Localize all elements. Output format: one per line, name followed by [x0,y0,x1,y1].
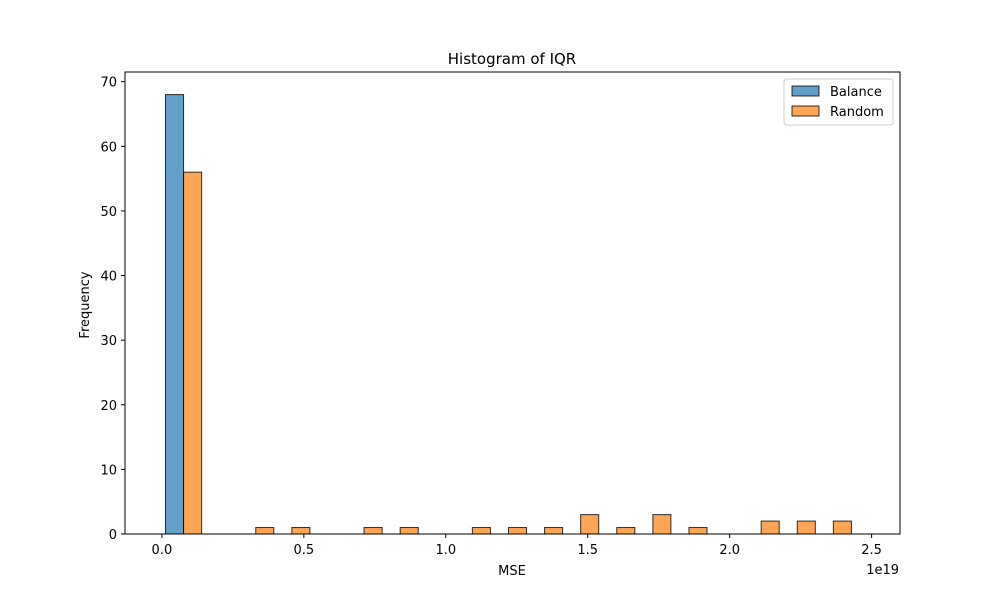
y-axis-ticks: 0 10 20 30 40 50 60 70 [100,76,125,543]
bar-random-bin-11 [580,514,600,535]
legend-swatch-random [791,105,820,117]
y-tick-label: 0 [109,528,117,543]
bar-balance-bin-0 [165,94,185,535]
y-tick-label: 10 [100,463,117,478]
bar-random-bin-8 [471,527,491,535]
y-axis-label: Frequency [78,271,93,338]
bar-random-bin-13 [652,514,672,535]
x-axis-label: MSE [498,564,526,579]
plot-frame [124,71,901,535]
bar-random-bin-5 [363,527,383,535]
bar-random-bin-9 [507,527,528,535]
bar-random-bin-14 [688,527,708,535]
y-tick-label: 40 [100,270,117,285]
bar-random-bin-3 [291,527,311,535]
bars-layer [165,94,852,535]
x-tick-label: 0.0 [152,543,173,558]
bar-random-bin-17 [796,520,816,535]
y-tick-label: 50 [100,205,117,220]
x-tick-label: 1.0 [435,543,456,558]
bar-random-bin-6 [399,527,419,535]
chart-title: Histogram of IQR [448,50,576,68]
legend-swatch-balance [791,85,820,97]
x-tick-label: 2.0 [719,543,740,558]
bar-random-bin-16 [760,520,780,535]
legend-label-random: Random [830,105,884,120]
bar-random-bin-18 [832,520,852,535]
x-axis-offset-label: 1e19 [866,563,899,578]
bar-random-bin-12 [616,527,636,535]
y-tick-label: 20 [100,399,117,414]
y-tick-label: 60 [100,140,117,155]
x-tick-label: 1.5 [577,543,598,558]
bar-random-bin-2 [255,527,275,535]
bar-random-bin-0 [183,171,203,535]
x-tick-label: 2.5 [861,543,882,558]
bar-random-bin-10 [544,527,564,535]
x-tick-label: 0.5 [294,543,315,558]
x-axis-ticks: 0.0 0.5 1.0 1.5 2.0 2.5 [152,534,882,558]
y-tick-label: 30 [100,334,117,349]
legend: Balance Random [783,78,894,126]
y-tick-label: 70 [100,76,117,91]
legend-label-balance: Balance [830,85,882,100]
